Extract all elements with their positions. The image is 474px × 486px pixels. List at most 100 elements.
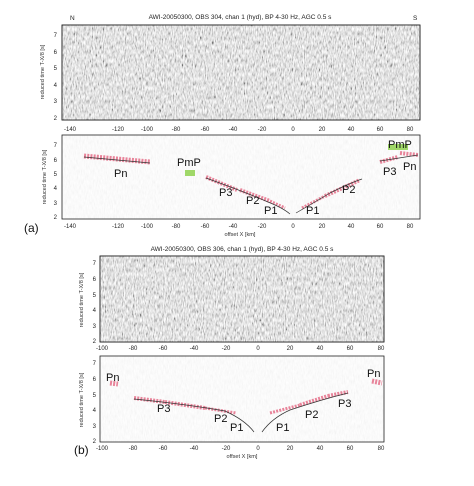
phase-label: Pn: [403, 161, 416, 173]
ytick: 2: [93, 439, 97, 445]
model-curve: [83, 156, 151, 164]
xtick: -120: [112, 224, 125, 230]
pick-bar: [301, 194, 326, 210]
model-curve: [295, 178, 363, 214]
panel-a: AWI-20050300, OBS 304, chan 1 (hyd), BP …: [24, 14, 421, 238]
ytick: 7: [54, 143, 58, 149]
xtick: -80: [172, 224, 181, 230]
pick-bar: [371, 378, 383, 386]
xtick: 20: [287, 346, 294, 352]
xtick: -100: [96, 446, 109, 452]
panel-b-seismic-xticks: -100 -80 -60 -40 -20 0 20 40 60 80: [96, 346, 385, 352]
pick-bar: [133, 396, 166, 404]
xtick: -20: [222, 446, 231, 452]
xtick: 40: [348, 127, 355, 133]
ytick: 6: [93, 277, 97, 283]
phase-label: PmP: [177, 157, 201, 169]
panel-a-picks-section: [61, 134, 421, 220]
phase-label: Pn: [106, 372, 119, 384]
panel-a-seismic-section: [61, 24, 421, 121]
xtick: -60: [159, 346, 168, 352]
pick-bar: [269, 199, 286, 210]
panel-a-phase-labels: Pn PmP P3 P2 P1 P1 P2 P3 PmP Pn: [114, 139, 416, 217]
ytick: 4: [54, 186, 58, 192]
pick-bar: [83, 153, 151, 165]
xtick: -100: [141, 224, 154, 230]
panel-b-picks-section: [99, 355, 385, 443]
ytick: 6: [54, 50, 58, 56]
xtick: 40: [317, 446, 324, 452]
xtick: -60: [201, 224, 210, 230]
panel-a-seismic-ylabel: reduced time T-X/8 [s]: [40, 44, 46, 99]
ytick: 3: [54, 201, 58, 207]
xtick: 80: [378, 346, 385, 352]
panel-b-seismic-ylabel: reduced time T-X/8 [s]: [79, 272, 85, 327]
panel-b-picks-xticks: -100 -80 -60 -40 -20 0 20 40 60 80: [96, 446, 385, 452]
phase-label: P2: [246, 195, 259, 207]
xtick: -80: [129, 446, 138, 452]
ytick: 5: [54, 172, 58, 178]
xtick: 80: [407, 127, 414, 133]
panel-b-label: (b): [74, 443, 89, 457]
xtick: 40: [348, 224, 355, 230]
xtick: -100: [96, 346, 109, 352]
ytick: 2: [54, 215, 58, 221]
ytick: 5: [93, 393, 97, 399]
panel-a-xlabel: offset X [km]: [225, 232, 256, 238]
pmp-pick: [185, 170, 195, 176]
xtick: -140: [64, 224, 77, 230]
ytick: 4: [93, 408, 97, 414]
phase-label: P2: [342, 184, 355, 196]
ytick: 3: [93, 424, 97, 430]
xtick: 20: [319, 127, 326, 133]
phase-label: P2: [305, 409, 318, 421]
xtick: -100: [141, 127, 154, 133]
panel-a-title: AWI-20050300, OBS 304, chan 1 (hyd), BP …: [149, 14, 333, 21]
ytick: 4: [54, 83, 58, 89]
xtick: -80: [129, 346, 138, 352]
panel-a-seismic-yticks: 7 6 5 4 3 2: [54, 33, 58, 122]
pick-bar: [299, 394, 329, 407]
pick-bar: [327, 390, 349, 398]
xtick: -40: [190, 346, 199, 352]
ytick: 3: [54, 99, 58, 105]
phase-label: P1: [306, 205, 319, 217]
phase-label: Pn: [114, 168, 127, 180]
xtick: -120: [112, 127, 125, 133]
pmp-pick: [388, 144, 408, 150]
pick-bar: [109, 380, 119, 387]
phase-label: P1: [230, 422, 243, 434]
xtick: -40: [190, 446, 199, 452]
xtick: -20: [258, 224, 267, 230]
xtick: 60: [347, 446, 354, 452]
panel-a-picks-yticks: 7 6 5 4 3 2: [54, 143, 58, 221]
panel-b-phase-labels: Pn P3 P2 P1 P1 P2 P3 Pn: [106, 368, 380, 434]
panel-b-xlabel: offset X [km]: [227, 454, 258, 460]
panel-a-picks-xticks: -140 -120 -100 -80 -60 -40 -20 0 20 40 6…: [64, 224, 414, 230]
phase-label: P2: [214, 413, 227, 425]
xtick: 40: [317, 346, 324, 352]
panel-b-picks-yticks: 7 6 5 4 3 2: [93, 361, 97, 445]
xtick: -60: [201, 127, 210, 133]
xtick: 0: [256, 446, 260, 452]
ytick: 2: [93, 339, 97, 345]
xtick: -80: [172, 127, 181, 133]
panel-a-left-direction: N: [70, 15, 75, 22]
phase-label: PmP: [388, 139, 412, 151]
xtick: -40: [229, 224, 238, 230]
panel-b: AWI-20050300, OBS 306, chan 1 (hyd), BP …: [74, 246, 385, 460]
panel-a-label: (a): [24, 221, 39, 235]
xtick: 20: [287, 446, 294, 452]
phase-label: P3: [219, 187, 232, 199]
model-curve: [205, 177, 291, 215]
panel-b-title: AWI-20050300, OBS 306, chan 1 (hyd), BP …: [151, 246, 335, 253]
xtick: -20: [222, 346, 231, 352]
xtick: 60: [377, 224, 384, 230]
panel-b-picks-ylabel: reduced time T-X/8 [s]: [79, 372, 85, 427]
xtick: -60: [159, 446, 168, 452]
xtick: 20: [319, 224, 326, 230]
xtick: 0: [291, 127, 295, 133]
phase-label: P1: [276, 422, 289, 434]
ytick: 7: [93, 361, 97, 367]
